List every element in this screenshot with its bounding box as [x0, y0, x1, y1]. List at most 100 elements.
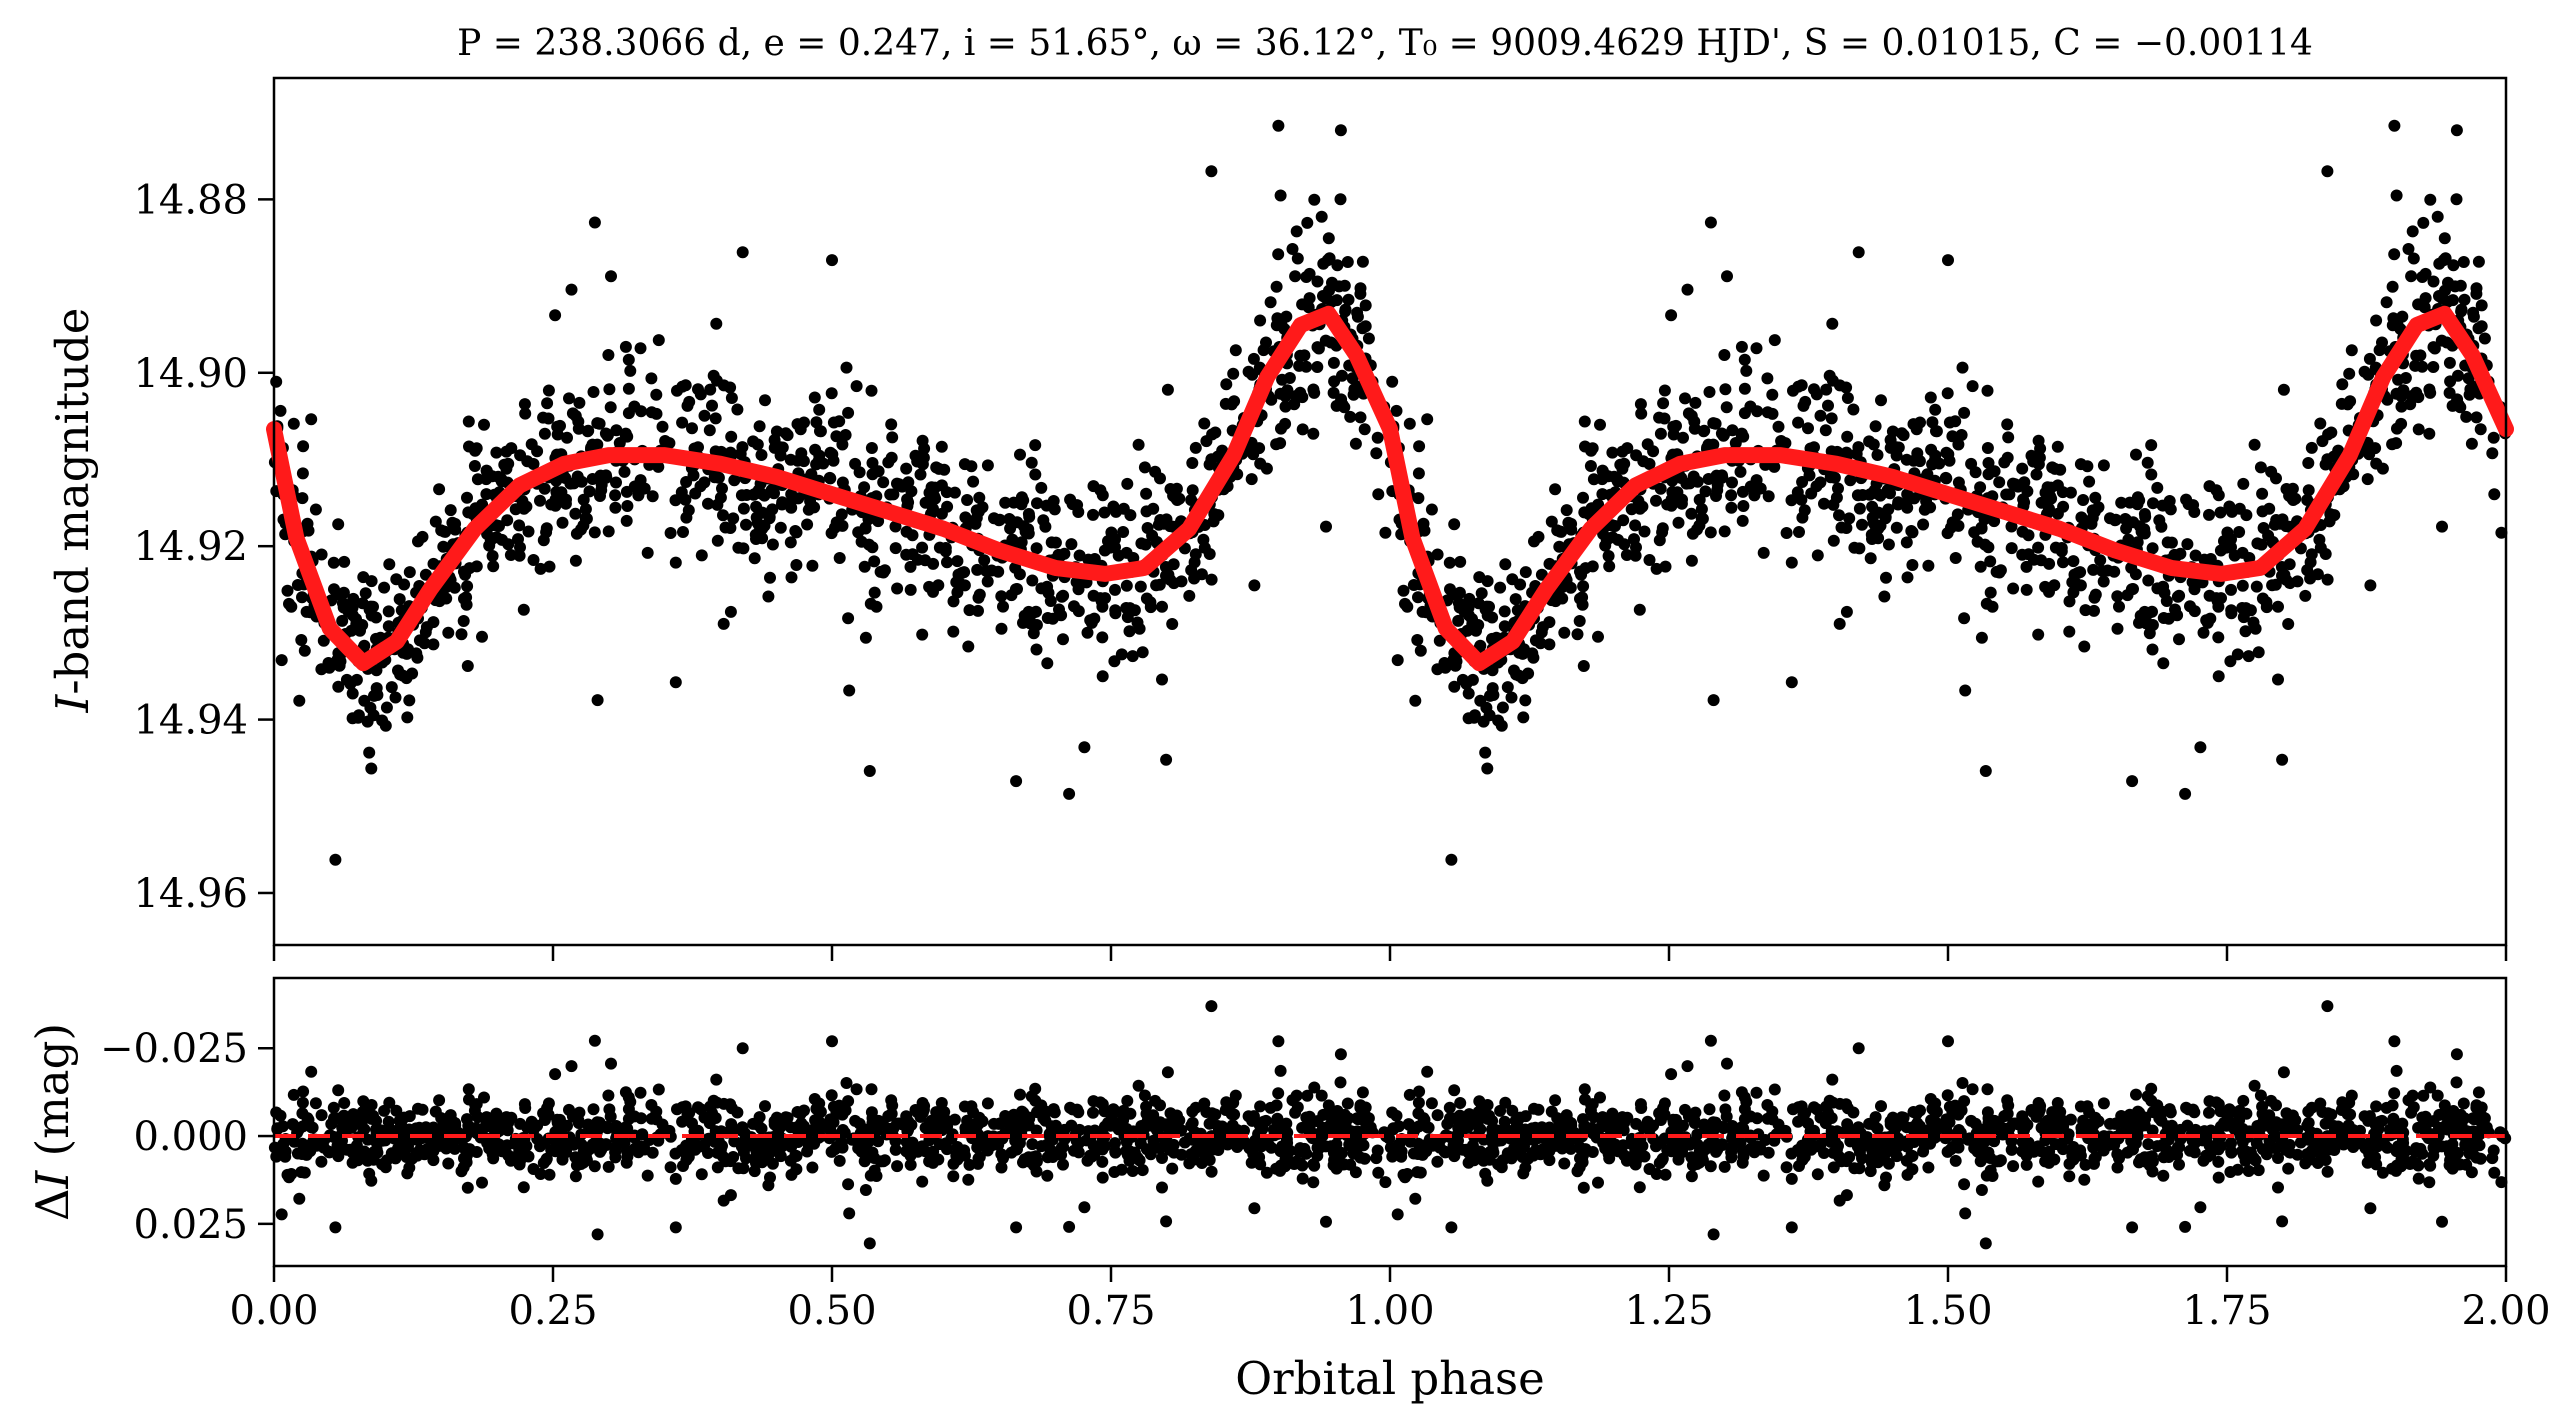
data-point	[1117, 526, 1130, 538]
residual-point	[916, 1097, 929, 1109]
residual-point	[1677, 1119, 1689, 1132]
residual-point	[1560, 1137, 1573, 1150]
residual-point	[1847, 1106, 1860, 1119]
residual-point	[1065, 1119, 1078, 1132]
data-point	[1917, 518, 1930, 531]
data-point	[332, 680, 345, 693]
data-point	[671, 384, 683, 397]
data-point	[806, 559, 819, 572]
data-point	[2396, 310, 2409, 323]
data-point	[1968, 526, 1981, 539]
data-point	[446, 516, 459, 529]
residual-point	[1808, 1101, 1820, 1114]
residual-point	[981, 1144, 994, 1157]
residual-point	[1792, 1115, 1805, 1128]
data-point	[709, 412, 722, 425]
residual-point	[332, 1084, 345, 1097]
data-point	[1294, 386, 1307, 399]
residual-point	[383, 1096, 396, 1109]
data-point	[1023, 609, 1036, 621]
data-point	[605, 270, 617, 283]
residual-point	[604, 1110, 617, 1123]
data-point	[1659, 560, 1672, 573]
data-point	[595, 484, 608, 497]
data-point	[2057, 556, 2069, 569]
data-point	[2181, 538, 2194, 551]
residual-point	[1481, 1112, 1494, 1125]
data-point	[591, 694, 604, 707]
data-point	[2032, 458, 2045, 471]
data-point	[1744, 400, 1757, 413]
residual-point	[2157, 1169, 2170, 1182]
residual-point	[1852, 1042, 1865, 1055]
data-point	[932, 579, 945, 592]
data-point	[704, 383, 717, 396]
residual-point	[692, 1101, 704, 1114]
data-point	[1390, 404, 1403, 417]
residual-point	[804, 1135, 817, 1148]
data-point	[709, 445, 722, 458]
data-point	[758, 519, 771, 532]
data-point	[2465, 437, 2478, 450]
residual-point	[276, 1120, 289, 1133]
residual-point	[836, 1108, 849, 1121]
residual-point	[862, 1135, 875, 1148]
residual-point	[1578, 1083, 1591, 1096]
data-point	[1156, 673, 1168, 686]
residual-point	[1096, 1143, 1109, 1156]
residual-point	[1574, 1141, 1586, 1154]
data-point	[602, 428, 614, 441]
data-point	[1248, 579, 1261, 592]
data-point	[1276, 373, 1289, 386]
residual-point	[1844, 1135, 1857, 1148]
data-point	[538, 482, 551, 495]
data-point	[2163, 495, 2176, 507]
data-point	[588, 216, 601, 229]
residual-point	[941, 1120, 954, 1133]
residual-point	[1833, 1194, 1846, 1207]
data-point	[2443, 386, 2456, 399]
residual-point	[790, 1163, 803, 1176]
data-point	[1247, 352, 1260, 365]
residual-point	[1506, 1132, 1519, 1145]
data-point	[1412, 467, 1425, 480]
residual-point	[329, 1221, 342, 1234]
residual-point	[444, 1137, 457, 1150]
residual-point	[1014, 1088, 1026, 1101]
residual-point	[1386, 1106, 1399, 1119]
data-point	[1587, 473, 1600, 486]
data-point	[1643, 458, 1656, 470]
residual-point	[1107, 1103, 1120, 1116]
residual-point	[1630, 1117, 1643, 1130]
residual-point	[1136, 1164, 1149, 1177]
data-point	[902, 496, 915, 509]
data-point	[1803, 469, 1816, 482]
data-point	[1013, 568, 1026, 581]
data-point	[624, 364, 637, 377]
data-point	[1856, 518, 1868, 531]
data-point	[1391, 654, 1404, 667]
residual-point	[327, 1101, 340, 1114]
data-point	[1109, 604, 1122, 617]
residual-point	[1907, 1120, 1920, 1133]
residual-point	[906, 1136, 919, 1149]
data-point	[573, 396, 586, 409]
data-point	[1344, 410, 1357, 423]
residual-point	[1762, 1146, 1775, 1159]
data-point	[985, 564, 998, 577]
data-point	[1653, 534, 1666, 547]
data-point	[1629, 549, 1642, 562]
data-point	[2487, 431, 2500, 444]
residual-point	[2459, 1138, 2472, 1151]
residual-point	[1026, 1138, 1039, 1151]
data-point	[1602, 550, 1615, 562]
residual-point	[2020, 1158, 2033, 1171]
residual-point	[1017, 1106, 1030, 1119]
residual-point	[1030, 1124, 1043, 1137]
residual-point	[591, 1228, 604, 1241]
data-point	[958, 458, 971, 471]
residual-point	[1412, 1107, 1425, 1120]
x-tick-label: 0.50	[787, 1288, 876, 1334]
data-point	[970, 504, 983, 517]
data-point	[923, 580, 936, 593]
